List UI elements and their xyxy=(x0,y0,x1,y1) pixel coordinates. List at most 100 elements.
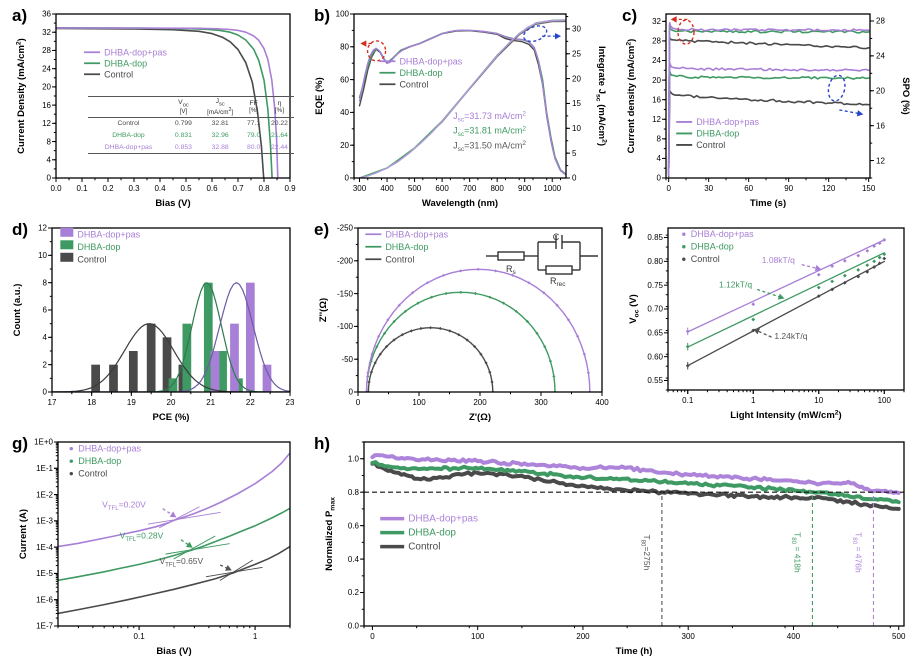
svg-text:12: 12 xyxy=(652,115,661,124)
svg-text:0.6: 0.6 xyxy=(348,521,360,530)
svg-text:0: 0 xyxy=(356,398,361,407)
x-axis-label: Time (s) xyxy=(750,198,786,209)
svg-text:30: 30 xyxy=(572,25,581,34)
svg-text:20: 20 xyxy=(42,83,51,92)
svg-text:6: 6 xyxy=(43,306,48,315)
svg-text:300: 300 xyxy=(682,632,696,641)
legend-label: DHBA-dop xyxy=(78,456,121,466)
legend-label: DHBA-dop xyxy=(691,242,734,252)
voc-light-intensity-chart: 1.08kT/q 1.12kT/q 1.24kT/q 0.1 1 10 100 0.55 0.6… xyxy=(618,218,916,428)
svg-text:25: 25 xyxy=(572,49,581,58)
chart-svg-e: 0 100 200 300 400 0 -50 -100 -150 -200 -250 Z'(Ω) Z'… xyxy=(318,224,609,423)
svg-text:0.8: 0.8 xyxy=(258,184,270,193)
panel-h-stability: h) T80=275h T80 = 418h T80 = 476h 0 100 200 30… xyxy=(310,432,916,664)
svg-text:1E-5: 1E-5 xyxy=(36,569,53,578)
svg-text:100: 100 xyxy=(336,10,350,19)
svg-text:400: 400 xyxy=(595,398,609,407)
chart-svg-h: T80=275h T80 = 418h T80 = 476h 0 100 200 300 40… xyxy=(324,441,906,657)
y2-axis-label: Integrate Jsc (mA/cm2) xyxy=(594,46,607,146)
legend-label: Control xyxy=(104,69,133,79)
svg-text:0.65: 0.65 xyxy=(647,329,663,338)
svg-text:0: 0 xyxy=(572,174,577,183)
svg-text:100: 100 xyxy=(471,632,485,641)
chart-annotation: VTFL=0.28V xyxy=(120,531,164,543)
svg-text:0.0: 0.0 xyxy=(348,622,360,631)
svg-text:0.2: 0.2 xyxy=(348,588,360,597)
svg-text:5: 5 xyxy=(572,149,577,158)
svg-text:24: 24 xyxy=(652,56,661,65)
svg-text:700: 700 xyxy=(463,184,477,193)
svg-text:10: 10 xyxy=(572,124,581,133)
legend-label: DHBA-dop xyxy=(104,58,147,68)
svg-text:0.1: 0.1 xyxy=(134,632,146,641)
svg-text:0.85: 0.85 xyxy=(647,233,663,242)
panel-tag-d: d) xyxy=(12,220,29,239)
svg-text:28: 28 xyxy=(42,46,51,55)
svg-text:0: 0 xyxy=(666,184,671,193)
svg-text:0.0: 0.0 xyxy=(50,184,62,193)
svg-text:300: 300 xyxy=(534,398,548,407)
chart-annotation: Jsc=31.50 mA/cm2 xyxy=(453,140,526,153)
svg-text:500: 500 xyxy=(892,632,906,641)
svg-text:32: 32 xyxy=(42,28,51,37)
spo-stability-chart: 0 30 60 90 120 150 0 4 8 12 16 20 24 28 32 12 16 20 24 28 Ti… xyxy=(618,4,916,214)
header-ff: FF [%] xyxy=(242,95,265,119)
y-axis-label: Normalized Pmax xyxy=(324,497,337,571)
y-axis-label: Z''(Ω) xyxy=(318,298,329,322)
panel-d-histogram: d) 17 18 19 20 21 22 23 0 2 4 6 8 10 12 PCE (%) Count (… xyxy=(8,218,300,428)
svg-text:60: 60 xyxy=(340,75,349,84)
svg-text:32: 32 xyxy=(652,17,661,26)
series-resistor-symbol xyxy=(497,251,525,261)
header-eta: η [%] xyxy=(264,95,294,119)
y-axis-label: Current density (mA/cm2) xyxy=(625,39,637,154)
svg-text:1.0: 1.0 xyxy=(348,454,360,463)
panel-e-nyquist: e) 0 100 200 300 400 0 -50 -100 -150 -200 -250 Z'(Ω… xyxy=(310,218,612,428)
svg-text:20: 20 xyxy=(340,141,349,150)
svg-text:28: 28 xyxy=(876,17,885,26)
legend-label: DHBA-dop+pas xyxy=(78,444,141,454)
svg-text:-250: -250 xyxy=(337,224,354,233)
svg-text:21: 21 xyxy=(206,398,215,407)
svg-text:0.75: 0.75 xyxy=(647,281,663,290)
header-jsc: Jsc [mA/cm2] xyxy=(197,95,243,119)
mpp-stability-chart: T80=275h T80 = 418h T80 = 476h 0 100 200 300 40… xyxy=(310,432,916,664)
svg-text:12: 12 xyxy=(42,119,51,128)
legend-label: DHBA-dop xyxy=(408,528,456,539)
svg-text:1E-1: 1E-1 xyxy=(36,464,53,473)
svg-text:0.1: 0.1 xyxy=(76,184,88,193)
svg-text:500: 500 xyxy=(408,184,422,193)
legend-label: Control xyxy=(408,542,440,553)
svg-text:150: 150 xyxy=(862,184,876,193)
svg-text:20: 20 xyxy=(572,74,581,83)
svg-text:24: 24 xyxy=(876,52,885,61)
chart-svg-f: 1.08kT/q 1.12kT/q 1.24kT/q 0.1 1 10 100 0.55 0.6… xyxy=(628,227,905,421)
y-axis-label: EQE (%) xyxy=(314,77,325,114)
eqe-chart: Jsc=31.73 mA/cm2 Jsc=31.81 mA/cm2 Jsc=31.5… xyxy=(310,4,612,214)
legend-label: DHBA-dop+pas xyxy=(385,229,448,239)
svg-text:1E-3: 1E-3 xyxy=(36,517,53,526)
svg-text:22: 22 xyxy=(246,398,255,407)
svg-text:24: 24 xyxy=(42,64,51,73)
svg-text:900: 900 xyxy=(518,184,532,193)
svg-text:1: 1 xyxy=(253,632,258,641)
svg-text:1: 1 xyxy=(751,396,756,405)
x-axis-label: Bias (V) xyxy=(156,646,191,657)
panel-a-jv-curves: a) 0.0 0.1 0.2 0.3 0.4 0.5 0.6 0.7 0.8 0.9 0 4 8 12 16… xyxy=(8,4,300,214)
svg-text:1000: 1000 xyxy=(543,184,561,193)
svg-text:0.70: 0.70 xyxy=(647,305,663,314)
legend-label: Control xyxy=(78,469,107,479)
svg-text:-100: -100 xyxy=(337,322,354,331)
svg-text:12: 12 xyxy=(876,156,885,165)
svg-text:0.1: 0.1 xyxy=(682,396,694,405)
svg-text:10: 10 xyxy=(814,396,823,405)
svg-text:0: 0 xyxy=(370,632,375,641)
legend-label: DHBA-dop xyxy=(696,128,739,138)
svg-text:0.55: 0.55 xyxy=(647,376,663,385)
panel-tag-a: a) xyxy=(12,6,28,25)
svg-text:0.2: 0.2 xyxy=(102,184,114,193)
recombination-resistor-symbol xyxy=(545,265,573,275)
panel-tag-b: b) xyxy=(314,6,331,25)
panel-b-eqe: b) Jsc=31.73 mA/cm2 Jsc=31.81 mA/cm2 Jsc=3… xyxy=(310,4,612,214)
legend-label: DHBA-dop+pas xyxy=(104,47,167,57)
recombination-resistance-label: Rrec xyxy=(550,276,566,288)
